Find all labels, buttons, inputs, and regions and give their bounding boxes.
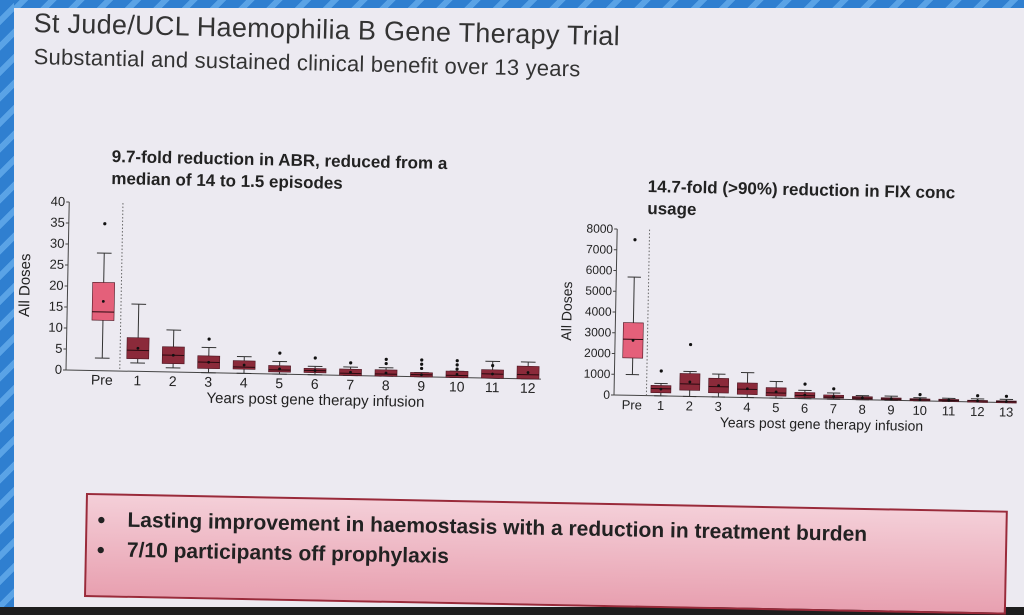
fix-x-tick-label: 10 xyxy=(912,403,927,418)
fix-y-tick-label: 6000 xyxy=(586,263,613,278)
fix-x-tick-label: 9 xyxy=(887,402,895,417)
fix-x-tick-label: Pre xyxy=(622,397,643,412)
fix-outlier-point xyxy=(689,343,692,346)
fix-x-tick-label: 1 xyxy=(657,398,665,413)
fix-y-tick-label: 4000 xyxy=(585,304,612,319)
fix-x-tick-label: 11 xyxy=(942,403,956,418)
fix-y-tick-label: 8000 xyxy=(586,221,613,236)
fix-x-tick-label: 13 xyxy=(999,404,1014,419)
fix-x-axis-label: Years post gene therapy infusion xyxy=(720,414,924,434)
fix-outlier-point xyxy=(918,393,921,396)
fix-y-tick-label: 2000 xyxy=(584,346,611,361)
fix-y-tick-label: 1000 xyxy=(584,367,611,382)
key-points-callout: •Lasting improvement in haemostasis with… xyxy=(84,493,1008,615)
fix-y-tick-label: 5000 xyxy=(585,284,612,299)
fix-x-tick-label: 8 xyxy=(858,402,866,417)
fix-x-tick-label: 6 xyxy=(801,401,809,416)
fix-outlier-point xyxy=(976,394,979,397)
fix-outlier-point xyxy=(832,387,835,390)
fix-outlier-point xyxy=(803,383,806,386)
fix-outlier-point xyxy=(1005,395,1008,398)
fix-x-tick-label: 3 xyxy=(714,399,722,414)
fix-pre-separator xyxy=(646,230,649,396)
fix-x-tick-label: 7 xyxy=(830,401,838,416)
bullet-text: 7/10 participants off prophylaxis xyxy=(127,539,449,568)
fix-y-tick-label: 0 xyxy=(603,388,610,402)
bullet-icon: • xyxy=(97,535,105,565)
fix-y-tick-label: 3000 xyxy=(584,325,611,340)
fix-x-tick-label: 2 xyxy=(686,398,694,413)
fix-outlier-point xyxy=(633,238,636,241)
fix-y-axis-label: All Doses xyxy=(558,281,575,340)
fix-x-tick-label: 4 xyxy=(743,399,751,414)
fix-y-tick-label: 7000 xyxy=(586,242,613,257)
bullet-icon: • xyxy=(97,505,105,535)
fix-x-tick-label: 5 xyxy=(772,400,780,415)
fix-outlier-point xyxy=(660,369,663,372)
fix-x-tick-label: 12 xyxy=(970,404,985,419)
